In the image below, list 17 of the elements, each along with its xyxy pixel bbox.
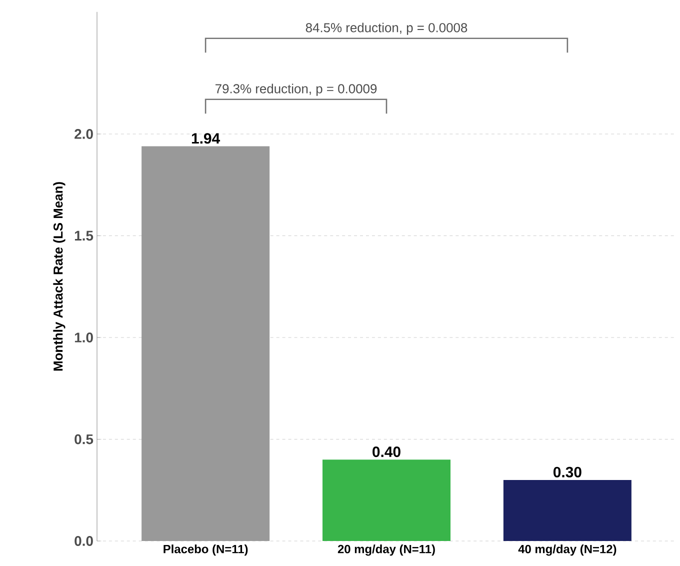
x-tick-label: 20 mg/day (N=11)	[338, 544, 435, 556]
annotation: 84.5% reduction, p = 0.0008	[306, 22, 468, 35]
y-tick-label: 2.0	[74, 129, 93, 139]
bar	[142, 146, 270, 541]
data-label: 0.30	[553, 466, 582, 478]
y-tick-label: 1.5	[74, 230, 94, 241]
y-axis-title: Monthly Attack Rate (LS Mean)	[53, 182, 66, 371]
bar	[503, 480, 632, 541]
y-tick-label: 0.0	[74, 536, 93, 546]
x-tick-label: Placebo (N=11)	[164, 544, 248, 556]
bar	[322, 460, 451, 541]
data-label: 0.40	[372, 446, 400, 458]
x-tick-label: 40 mg/day (N=12)	[518, 544, 616, 556]
data-label: 1.94	[192, 133, 220, 144]
y-tick-label: 1.0	[74, 332, 93, 342]
y-tick-label: 0.5	[74, 434, 94, 444]
annotation: 79.3% reduction, p = 0.0009	[216, 84, 377, 96]
